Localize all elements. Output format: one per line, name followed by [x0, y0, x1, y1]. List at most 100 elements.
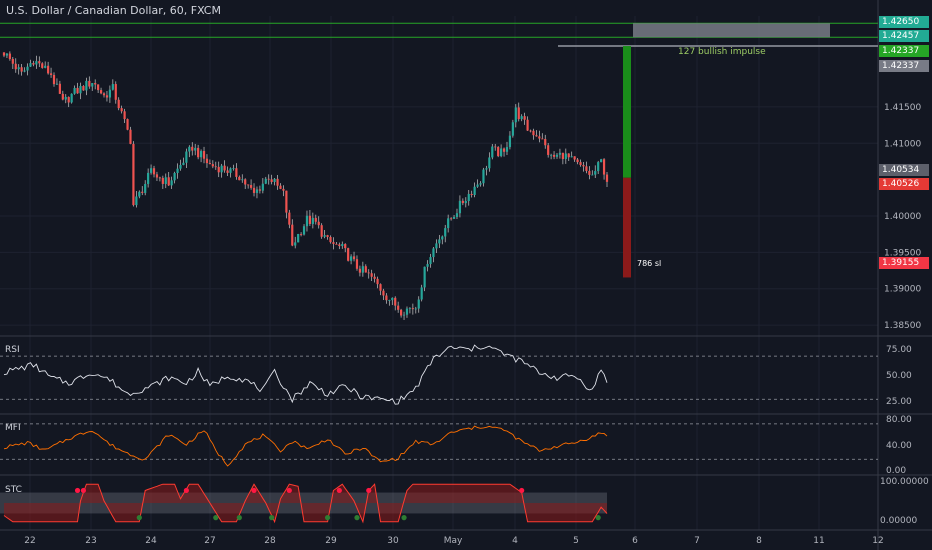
candle-body [164, 177, 167, 184]
candle-body [408, 308, 412, 309]
candle-body [191, 146, 194, 151]
candle-body [329, 236, 332, 243]
candle-body [182, 162, 185, 165]
candle-body [470, 193, 473, 195]
stc-tick-label: 100.00000 [880, 477, 929, 487]
stc-name: STC [5, 485, 22, 495]
candle-body [147, 172, 150, 184]
candle-body [529, 130, 532, 132]
candle-body [8, 53, 11, 59]
candle-body [194, 147, 197, 151]
candle-body [414, 308, 417, 310]
x-tick-label: 6 [632, 536, 638, 546]
candle-body [355, 259, 359, 269]
price-tag: 1.42337 [879, 60, 929, 72]
candle-body [214, 166, 217, 168]
candle-body [76, 87, 79, 94]
x-tick-label: 12 [872, 536, 883, 546]
candle-body [211, 164, 214, 167]
candle-body [588, 170, 591, 175]
stc-signal-dot [236, 515, 242, 521]
stc-pane: STC [0, 483, 608, 524]
candle-body [197, 147, 200, 158]
candle-body [138, 191, 141, 197]
candle-body [155, 174, 159, 178]
candle-body [452, 216, 456, 219]
stop-position-bar [623, 177, 631, 278]
candle-body [232, 168, 235, 170]
candle-body [473, 186, 476, 195]
candle-body [388, 300, 391, 301]
candle-body [111, 84, 114, 90]
candle-body [14, 63, 17, 70]
stc-signal-dot [519, 487, 525, 494]
candle-body [600, 159, 603, 163]
candle-body [249, 185, 253, 188]
candle-body [20, 67, 23, 72]
candle-body [144, 183, 147, 193]
candle-body [379, 284, 382, 291]
candle-body [479, 183, 482, 185]
candle-body [17, 67, 20, 70]
candle-body [311, 217, 314, 224]
candle-body [564, 153, 567, 160]
candle-body [582, 165, 585, 167]
candle-body [402, 314, 406, 316]
x-tick-label: 28 [264, 536, 276, 546]
candle-body [491, 146, 494, 158]
candle-body [85, 80, 88, 91]
candle-body [485, 168, 488, 170]
y-tick-label: 1.38500 [884, 321, 921, 331]
candle-body [385, 295, 388, 301]
rsi-tick-label: 25.00 [886, 397, 912, 407]
candle-body [373, 276, 376, 279]
candle-body [335, 243, 338, 245]
y-tick-label: 1.41000 [884, 139, 921, 149]
candle-body [44, 65, 47, 68]
candle-body [158, 177, 161, 179]
candle-body [5, 53, 9, 56]
candle-body [555, 154, 559, 157]
price-tag: 1.42650 [879, 16, 929, 28]
candle-body [117, 99, 120, 109]
candle-body [591, 174, 594, 176]
candle-body [58, 83, 61, 94]
candle-body [114, 84, 117, 100]
candle-body [461, 200, 464, 204]
candle-body [308, 215, 312, 224]
candle-body [223, 165, 226, 171]
candles [2, 51, 609, 320]
rsi-line [3, 344, 608, 405]
candle-body [23, 70, 26, 72]
candle-body [302, 226, 306, 235]
candle-body [152, 168, 156, 175]
candle-body [188, 146, 191, 152]
candle-body [544, 139, 547, 146]
candle-body [241, 179, 244, 181]
candle-body [550, 154, 553, 156]
candle-body [497, 147, 500, 157]
candle-body [517, 107, 520, 120]
candle-body [576, 159, 579, 163]
candle-body [79, 86, 82, 94]
x-tick-label: 8 [756, 536, 762, 546]
rsi-name: RSI [5, 345, 20, 355]
candle-body [482, 169, 485, 184]
mfi-tick-label: 40.00 [886, 441, 912, 451]
candle-body [305, 215, 309, 227]
candle-body [170, 180, 173, 186]
candle-body [288, 212, 291, 225]
candle-body [347, 248, 350, 261]
candle-body [520, 116, 523, 120]
candle-body [541, 138, 544, 140]
candle-body [526, 119, 529, 131]
candle-body [49, 73, 53, 75]
candle-body [502, 148, 506, 152]
stc-signal-dot [213, 515, 219, 521]
candle-body [320, 225, 323, 237]
candle-body [523, 116, 526, 120]
x-tick-label: 5 [573, 536, 579, 546]
stc-signal-dot [80, 487, 87, 494]
